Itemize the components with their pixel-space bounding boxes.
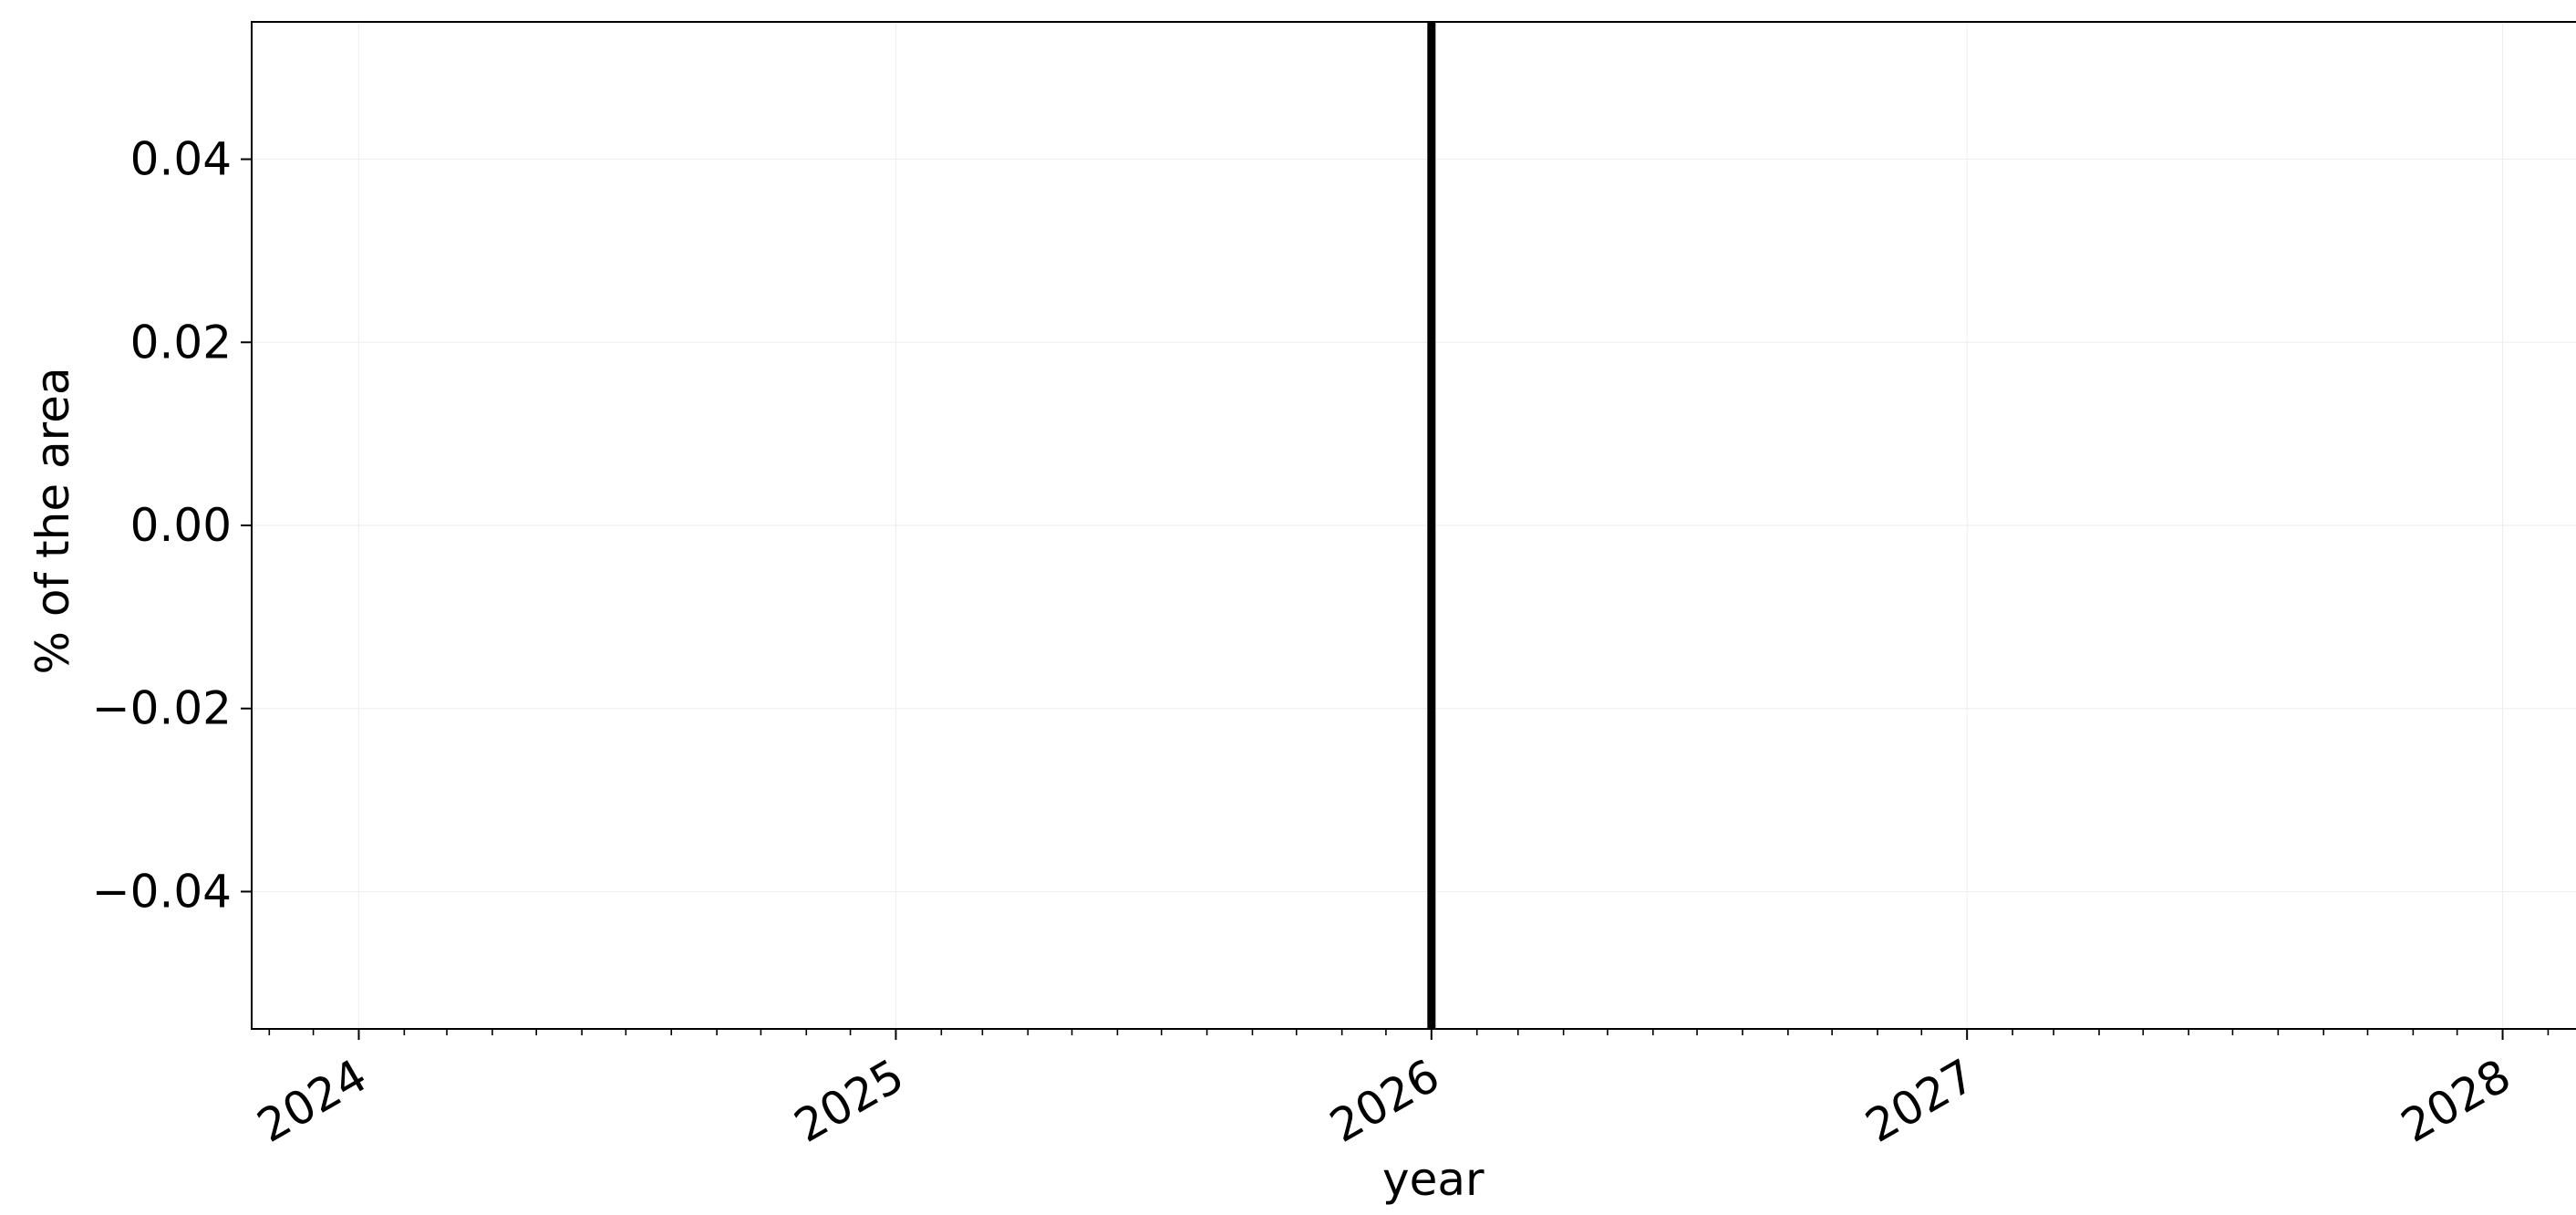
y-tick-label: −0.02	[92, 682, 232, 735]
y-tick-label: 0.02	[130, 316, 232, 369]
y-tick-label: 0.00	[130, 499, 232, 552]
y-tick-label: −0.04	[92, 865, 232, 918]
y-tick-label: 0.04	[130, 133, 232, 186]
y-axis-title: % of the area	[26, 368, 79, 675]
x-axis-title: year	[1382, 1153, 1485, 1206]
y-axis-ticks: 0.04 0.02 0.00 −0.02 −0.04	[92, 133, 252, 918]
